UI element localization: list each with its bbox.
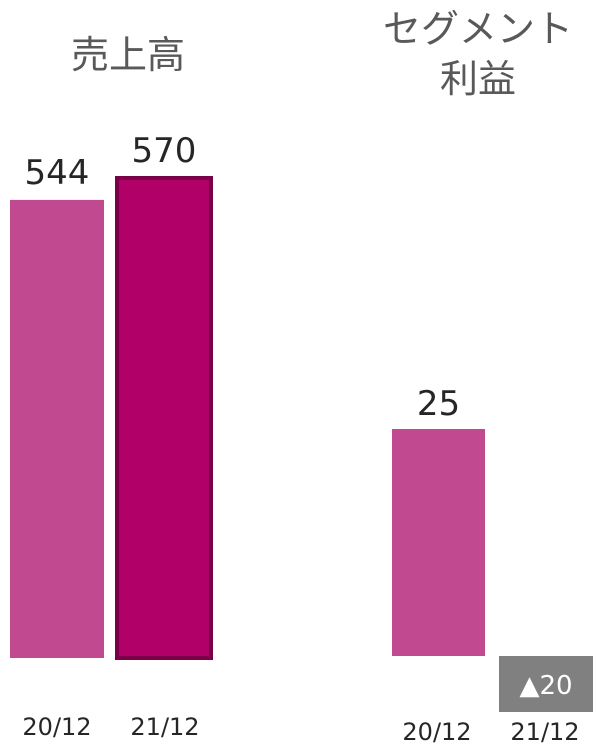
profit-title-line-2: 利益 bbox=[440, 57, 516, 101]
profit-value-label-21-12: ▲20 bbox=[519, 671, 572, 701]
profit-bar-20-12 bbox=[392, 429, 485, 656]
profit-category-20-12: 20/12 bbox=[402, 718, 471, 746]
profit-title-line-1: セグメント bbox=[383, 7, 573, 51]
sales-title: 売上高 bbox=[71, 33, 185, 77]
sales-value-label-20-12: 544 bbox=[25, 153, 90, 193]
sales-category-20-12: 20/12 bbox=[22, 713, 91, 741]
sales-category-21-12: 21/12 bbox=[130, 713, 199, 741]
sales-value-label-21-12: 570 bbox=[132, 131, 197, 171]
profit-category-21-12: 21/12 bbox=[510, 718, 579, 746]
profit-negative-label-box-21-12 bbox=[499, 656, 593, 712]
sales-bar-20-12 bbox=[10, 199, 104, 659]
sales-bar-21-12 bbox=[115, 176, 213, 660]
profit-value-label-20-12: 25 bbox=[417, 384, 460, 424]
